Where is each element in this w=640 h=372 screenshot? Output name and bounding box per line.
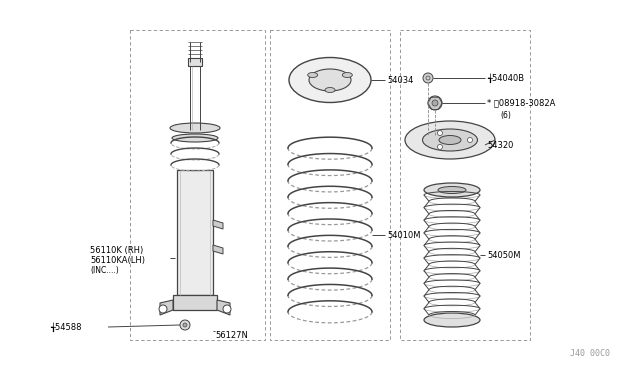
Text: 56127N: 56127N <box>215 330 248 340</box>
Ellipse shape <box>439 135 461 144</box>
Text: 56110KA(LH): 56110KA(LH) <box>90 256 145 264</box>
Text: 54010M: 54010M <box>387 231 420 240</box>
Ellipse shape <box>405 121 495 159</box>
Text: (INC....): (INC....) <box>90 266 119 275</box>
Circle shape <box>428 96 442 110</box>
Text: * ⦉08918-3082A: * ⦉08918-3082A <box>487 99 556 108</box>
Text: J40 00C0: J40 00C0 <box>570 349 610 358</box>
Circle shape <box>438 131 442 135</box>
Circle shape <box>438 144 442 150</box>
Text: ╅54040B: ╅54040B <box>487 73 524 83</box>
Text: ╅54588: ╅54588 <box>50 322 81 332</box>
Ellipse shape <box>342 73 353 77</box>
Circle shape <box>432 100 438 106</box>
Circle shape <box>467 138 472 142</box>
Polygon shape <box>217 300 230 315</box>
Ellipse shape <box>289 58 371 103</box>
Text: 54034: 54034 <box>387 76 413 84</box>
Text: (6): (6) <box>500 110 511 119</box>
Ellipse shape <box>424 183 480 197</box>
Ellipse shape <box>424 313 480 327</box>
Ellipse shape <box>438 186 466 193</box>
Circle shape <box>223 305 231 313</box>
Circle shape <box>423 73 433 83</box>
Polygon shape <box>213 245 223 254</box>
Ellipse shape <box>325 87 335 93</box>
Ellipse shape <box>309 69 351 91</box>
Circle shape <box>180 320 190 330</box>
Ellipse shape <box>308 73 317 77</box>
FancyBboxPatch shape <box>188 58 202 66</box>
Text: 54050M: 54050M <box>487 250 520 260</box>
Polygon shape <box>160 300 173 315</box>
Circle shape <box>159 305 167 313</box>
Text: 54320: 54320 <box>487 141 513 150</box>
Circle shape <box>183 323 187 327</box>
Ellipse shape <box>422 129 477 151</box>
Polygon shape <box>173 295 217 310</box>
Ellipse shape <box>172 134 218 142</box>
Polygon shape <box>177 170 213 295</box>
Ellipse shape <box>170 123 220 133</box>
Polygon shape <box>213 220 223 229</box>
Text: 56110K (RH): 56110K (RH) <box>90 246 143 254</box>
